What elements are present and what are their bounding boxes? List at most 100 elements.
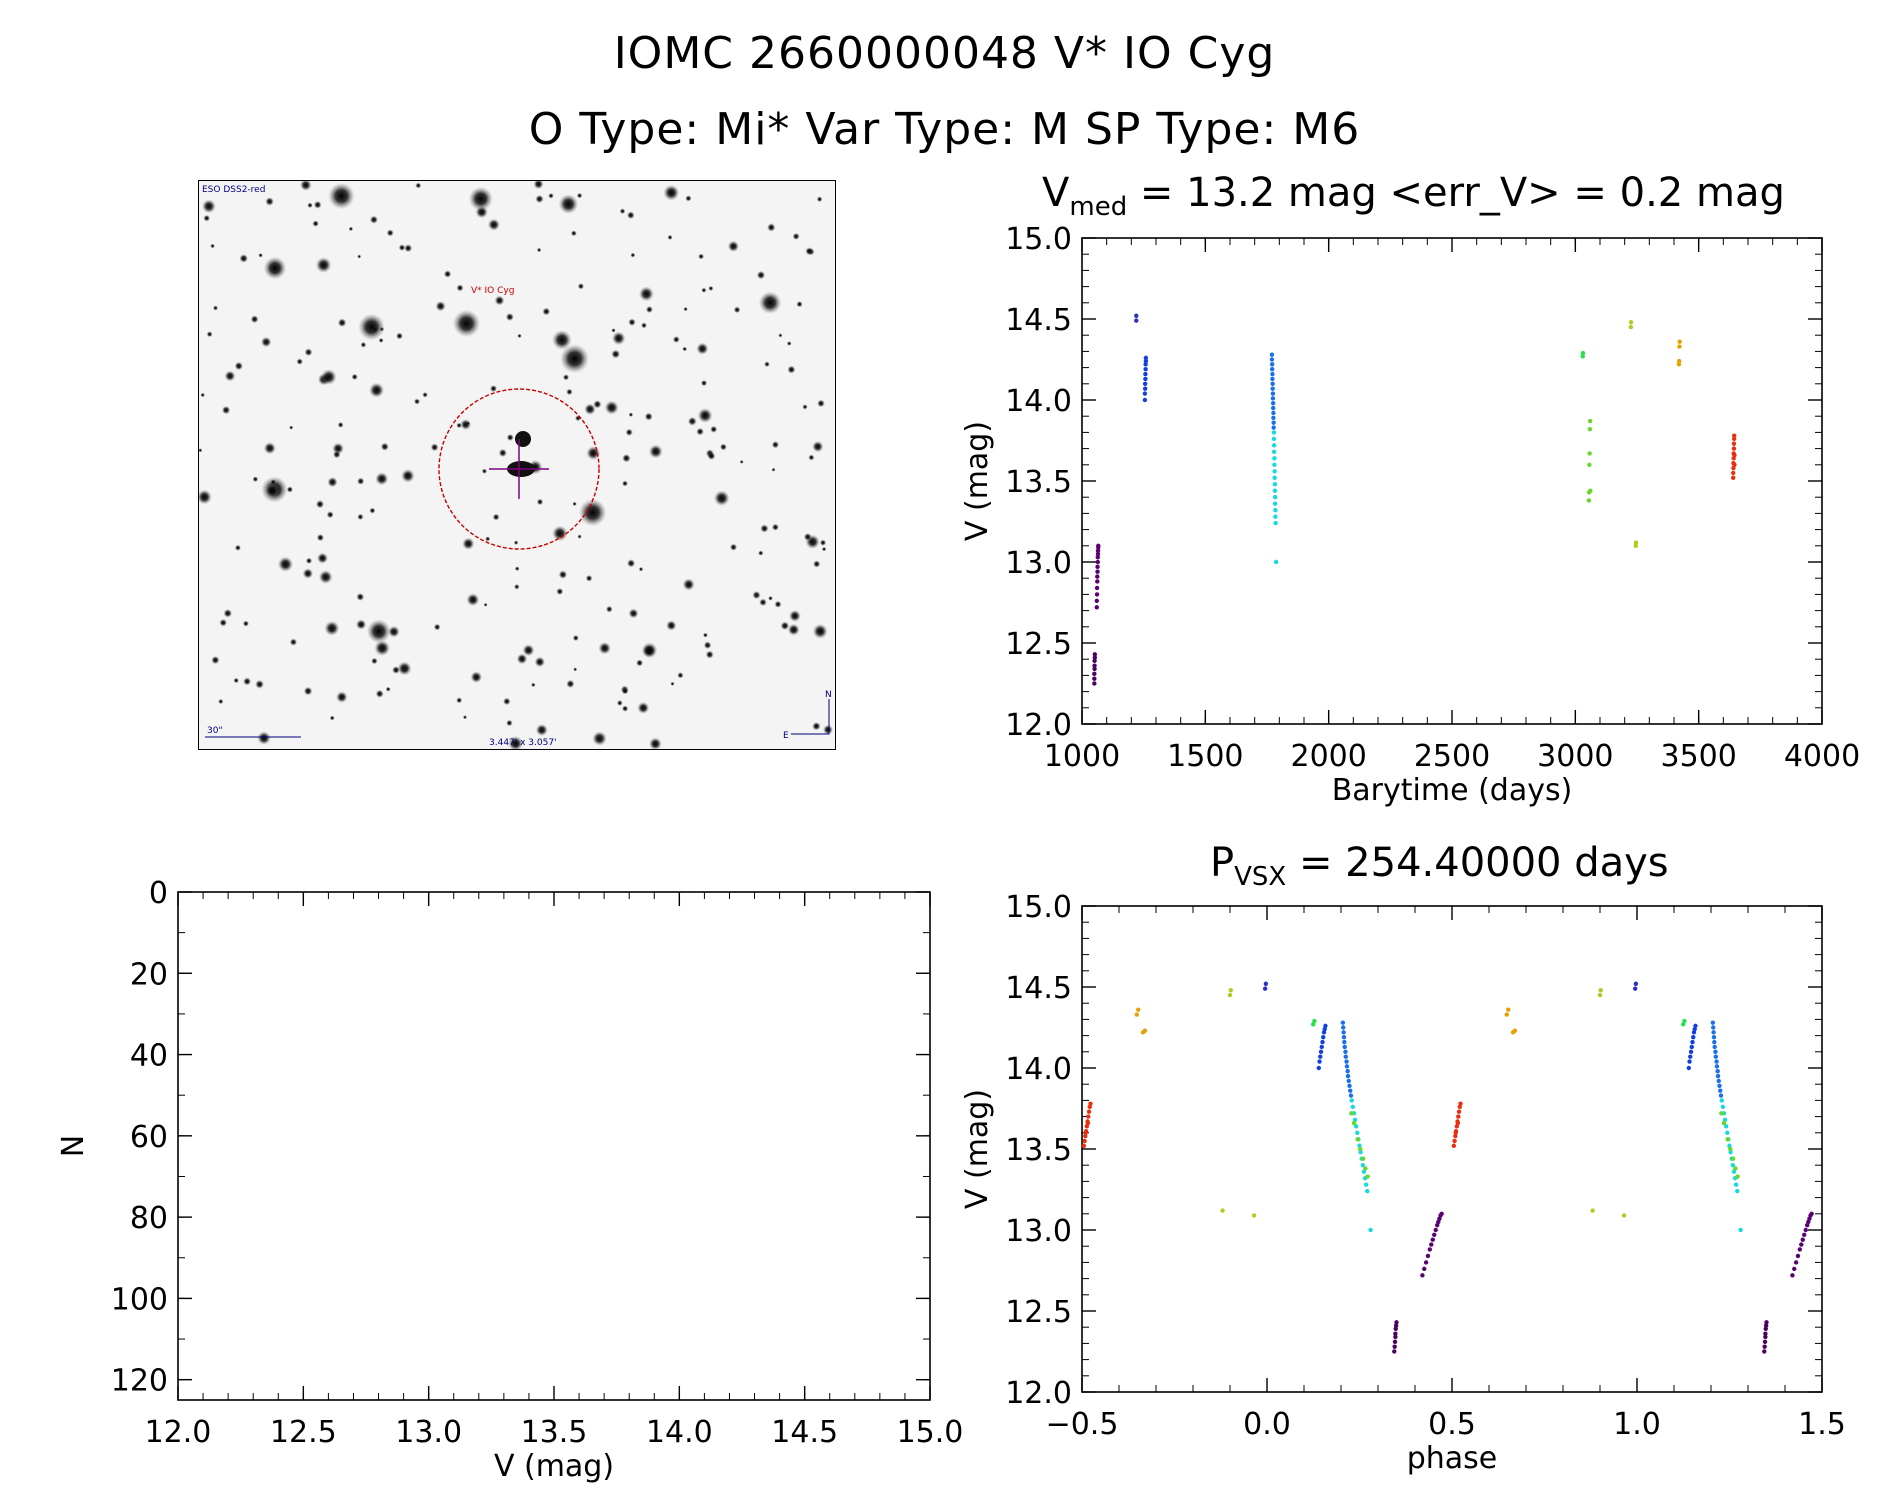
star <box>252 476 259 483</box>
sky-image: ESO DSS2-red V* IO Cyg 30" 3.447' x 3.05… <box>199 181 835 749</box>
ph-point <box>1083 1130 1088 1136</box>
star <box>644 412 653 421</box>
ph-point <box>1393 1326 1398 1332</box>
lc-point <box>1272 482 1278 487</box>
lc-point <box>1677 339 1682 344</box>
star <box>577 283 585 290</box>
ph-point <box>1763 1334 1768 1340</box>
ph-point <box>1763 1326 1768 1332</box>
ph-ytick-label: 13.0 <box>1005 1214 1072 1249</box>
lc-point <box>1272 469 1277 474</box>
star <box>729 543 738 551</box>
ph-point <box>1343 1049 1348 1055</box>
lc-point <box>1095 551 1101 557</box>
star <box>780 621 790 631</box>
star <box>265 483 280 498</box>
ph-point <box>1349 1111 1354 1116</box>
ph-point <box>1393 1323 1399 1328</box>
ph-point <box>1086 1114 1091 1119</box>
hist-ytick-label: 40 <box>130 1039 168 1074</box>
star <box>663 184 680 201</box>
star <box>534 656 546 668</box>
lc-point <box>1633 540 1639 545</box>
ph-xtick-label: −0.5 <box>1046 1407 1119 1442</box>
star <box>415 182 422 189</box>
star <box>336 691 348 703</box>
star <box>313 200 322 209</box>
ph-point <box>1394 1320 1399 1325</box>
star <box>628 608 639 619</box>
lc-ytick-label: 13.5 <box>1005 465 1072 500</box>
star <box>531 682 536 688</box>
ph-point <box>1714 1064 1720 1069</box>
ph-point <box>1083 1133 1088 1139</box>
star <box>366 619 391 644</box>
star <box>764 361 770 368</box>
star <box>286 486 294 493</box>
ph-point <box>1793 1260 1799 1265</box>
ph-point <box>1430 1237 1435 1242</box>
star <box>514 566 520 572</box>
ph-ytick-label: 14.0 <box>1005 1052 1072 1087</box>
star <box>375 689 384 698</box>
star <box>823 724 833 735</box>
lc-point <box>1092 663 1097 668</box>
lc-frame <box>1081 237 1823 725</box>
ph-point <box>1715 1073 1721 1079</box>
star <box>683 306 688 312</box>
star <box>324 620 340 636</box>
ph-point <box>1365 1174 1370 1179</box>
ph-point <box>1800 1237 1805 1242</box>
star <box>556 587 564 596</box>
ph-ytick-label: 15.0 <box>1005 890 1072 925</box>
hist-xtick-label: 15.0 <box>897 1415 964 1450</box>
ph-point <box>1368 1227 1373 1233</box>
lc-point <box>1092 652 1098 657</box>
east-label: E <box>783 731 789 741</box>
object-type-title: O Type: Mi* Var Type: M SP Type: M6 <box>528 104 1361 155</box>
ph-point <box>1809 1211 1814 1217</box>
target-label: V* IO Cyg <box>471 286 514 296</box>
ph-point <box>1358 1150 1363 1155</box>
ph-point <box>1392 1344 1397 1349</box>
ph-ytick-label: 14.5 <box>1005 971 1072 1006</box>
ph-point <box>1392 1349 1397 1354</box>
lightcurve-title-main: V <box>1042 170 1070 216</box>
ph-point <box>1427 1247 1433 1252</box>
phase-title-rest: = 254.40000 days <box>1286 840 1669 886</box>
ph-point <box>1393 1334 1398 1340</box>
lc-point <box>1143 376 1148 382</box>
ph-point <box>1423 1260 1429 1265</box>
lc-ylabel: V (mag) <box>960 421 995 541</box>
survey-label: ESO DSS2-red <box>202 185 265 195</box>
lc-point <box>1143 355 1149 361</box>
star <box>505 312 514 322</box>
lc-point <box>1094 598 1100 604</box>
star <box>786 341 792 346</box>
ph-point <box>1711 1030 1716 1035</box>
lc-point <box>1095 579 1100 584</box>
fov-label: 3.447' x 3.057' <box>489 738 557 748</box>
ph-xtick-label: 1.0 <box>1613 1407 1661 1442</box>
star <box>375 472 389 486</box>
lc-xtick-label: 1500 <box>1167 739 1243 774</box>
star <box>710 425 718 433</box>
ph-point <box>1363 1166 1368 1171</box>
star <box>758 550 764 556</box>
lc-point <box>1094 605 1100 610</box>
star <box>443 270 452 278</box>
star <box>796 301 803 308</box>
lc-point <box>1143 371 1148 377</box>
star <box>289 638 298 646</box>
ph-point <box>1433 1227 1438 1233</box>
ph-point <box>1738 1227 1743 1233</box>
ph-point <box>1312 1018 1317 1024</box>
lc-point <box>1580 350 1586 356</box>
star <box>767 223 776 232</box>
star <box>270 479 277 485</box>
lc-point <box>1092 658 1097 664</box>
lc-point <box>1143 358 1149 364</box>
ph-ytick-label: 12.0 <box>1005 1376 1072 1411</box>
ph-point <box>1711 1025 1716 1030</box>
star <box>626 559 636 568</box>
